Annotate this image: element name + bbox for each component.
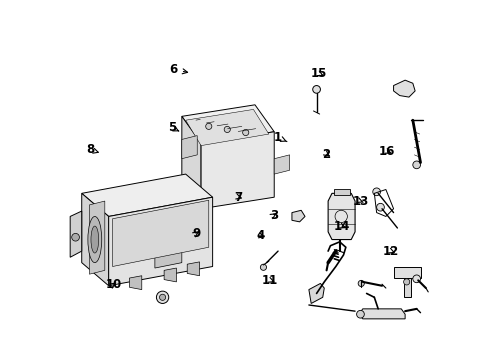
Circle shape (373, 188, 381, 195)
Circle shape (404, 279, 410, 285)
Circle shape (243, 130, 249, 136)
Circle shape (413, 161, 420, 169)
Text: 12: 12 (383, 244, 399, 258)
Polygon shape (155, 246, 182, 268)
Text: 14: 14 (334, 220, 350, 233)
Polygon shape (404, 278, 411, 297)
Text: 11: 11 (262, 274, 278, 287)
Text: 1: 1 (273, 131, 287, 144)
Text: 6: 6 (170, 63, 188, 76)
Circle shape (313, 86, 320, 93)
Polygon shape (292, 210, 305, 222)
Circle shape (156, 291, 169, 303)
Polygon shape (182, 116, 201, 209)
Polygon shape (70, 211, 82, 257)
Circle shape (377, 203, 384, 211)
Text: 7: 7 (234, 190, 242, 203)
Polygon shape (182, 136, 197, 159)
Text: 5: 5 (168, 121, 179, 134)
Circle shape (358, 280, 365, 287)
Circle shape (357, 310, 365, 318)
Polygon shape (309, 283, 324, 303)
Ellipse shape (88, 216, 102, 263)
Circle shape (206, 123, 212, 130)
Polygon shape (359, 309, 405, 319)
Text: 3: 3 (270, 208, 278, 221)
Circle shape (160, 294, 166, 300)
Text: 13: 13 (352, 195, 368, 208)
Circle shape (260, 264, 267, 270)
Text: 10: 10 (105, 278, 122, 291)
Text: 15: 15 (311, 67, 327, 80)
Text: 8: 8 (87, 143, 98, 157)
Polygon shape (274, 155, 290, 174)
Polygon shape (89, 201, 105, 274)
Polygon shape (393, 266, 420, 278)
Text: 4: 4 (256, 229, 265, 242)
Polygon shape (186, 109, 269, 145)
Polygon shape (334, 189, 350, 195)
Polygon shape (182, 105, 274, 143)
Text: 2: 2 (322, 148, 331, 161)
Circle shape (224, 126, 230, 132)
Polygon shape (164, 268, 176, 282)
Polygon shape (129, 276, 142, 289)
Polygon shape (393, 80, 415, 97)
Circle shape (72, 233, 79, 241)
Text: 9: 9 (192, 226, 200, 240)
Ellipse shape (91, 226, 98, 253)
Polygon shape (187, 262, 199, 276)
Polygon shape (201, 132, 274, 209)
Polygon shape (109, 197, 213, 286)
Polygon shape (113, 200, 209, 266)
Polygon shape (82, 174, 213, 216)
Circle shape (413, 275, 420, 283)
Polygon shape (328, 193, 355, 239)
Text: 16: 16 (379, 145, 395, 158)
Polygon shape (82, 193, 109, 286)
